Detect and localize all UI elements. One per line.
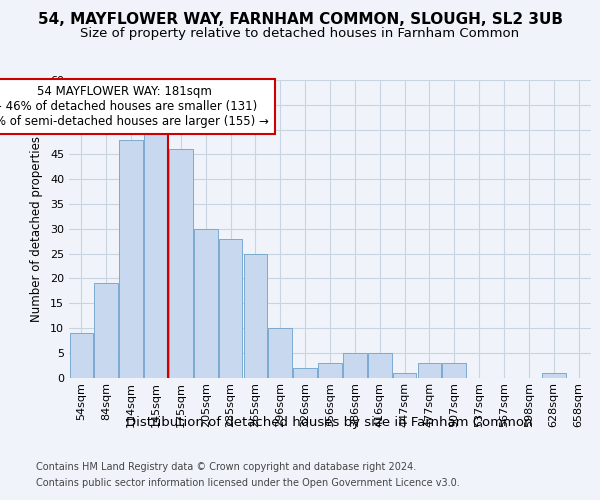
Text: Contains HM Land Registry data © Crown copyright and database right 2024.: Contains HM Land Registry data © Crown c…	[36, 462, 416, 472]
Bar	[318, 362, 342, 378]
Bar	[368, 352, 392, 378]
Bar	[169, 150, 193, 378]
Bar	[219, 238, 242, 378]
Bar	[268, 328, 292, 378]
Bar	[70, 333, 93, 378]
Bar	[94, 284, 118, 378]
Bar	[244, 254, 267, 378]
Bar	[542, 372, 566, 378]
Y-axis label: Number of detached properties: Number of detached properties	[30, 136, 43, 322]
Text: Contains public sector information licensed under the Open Government Licence v3: Contains public sector information licen…	[36, 478, 460, 488]
Bar	[418, 362, 441, 378]
Text: 54, MAYFLOWER WAY, FARNHAM COMMON, SLOUGH, SL2 3UB: 54, MAYFLOWER WAY, FARNHAM COMMON, SLOUG…	[37, 12, 563, 28]
Bar	[442, 362, 466, 378]
Bar	[343, 352, 367, 378]
Bar	[293, 368, 317, 378]
Text: 54 MAYFLOWER WAY: 181sqm
← 46% of detached houses are smaller (131)
54% of semi-: 54 MAYFLOWER WAY: 181sqm ← 46% of detach…	[0, 85, 269, 128]
Text: Size of property relative to detached houses in Farnham Common: Size of property relative to detached ho…	[80, 28, 520, 40]
Bar	[194, 229, 218, 378]
Bar	[144, 130, 168, 378]
Text: Distribution of detached houses by size in Farnham Common: Distribution of detached houses by size …	[125, 416, 532, 429]
Bar	[119, 140, 143, 378]
Bar	[393, 372, 416, 378]
